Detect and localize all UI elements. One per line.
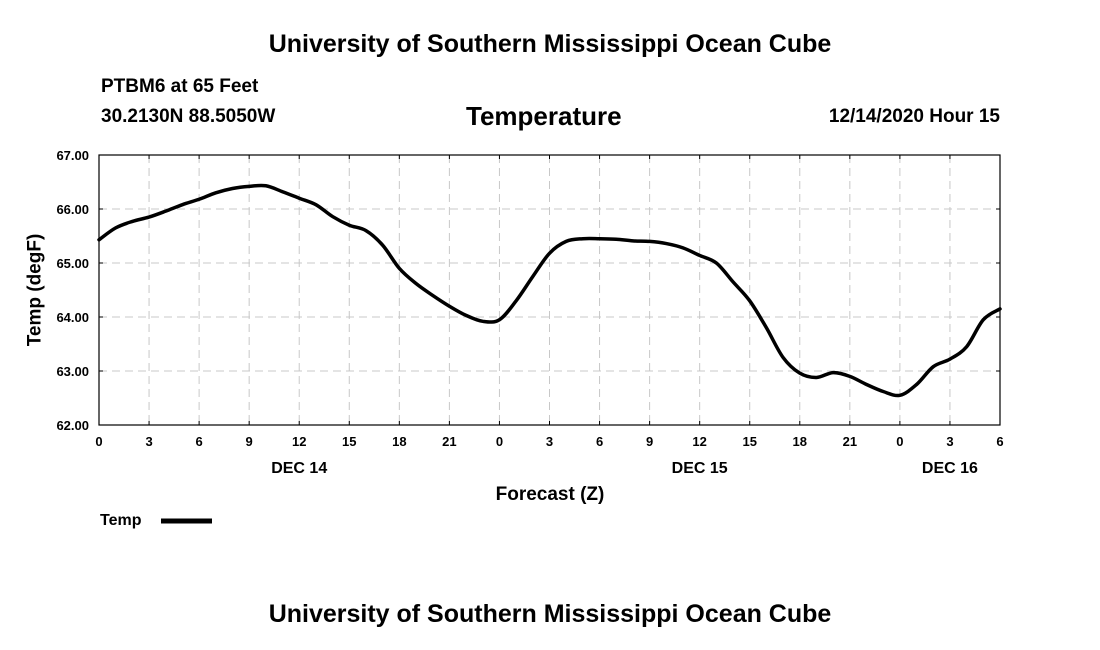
x-tick-label: 6 <box>596 434 603 449</box>
x-axis-title: Forecast (Z) <box>496 484 605 505</box>
x-tick-label: 18 <box>392 434 406 449</box>
x-tick-label: 3 <box>546 434 553 449</box>
x-tick-label: 12 <box>292 434 306 449</box>
x-tick-label: 9 <box>646 434 653 449</box>
chart-title: Temperature <box>466 101 622 131</box>
x-tick-label: 21 <box>442 434 456 449</box>
page-title: University of Southern Mississippi Ocean… <box>268 30 832 58</box>
series-line-temp <box>97 183 1002 398</box>
x-tick-label: 15 <box>342 434 356 449</box>
x-tick-label: 0 <box>496 434 503 449</box>
x-tick-label: 12 <box>692 434 706 449</box>
x-tick-label: 21 <box>843 434 857 449</box>
y-tick-label: 63.00 <box>56 364 89 379</box>
coordinates-label: 30.2130N 88.5050W <box>101 106 276 127</box>
x-tick-label: 3 <box>145 434 152 449</box>
x-tick-label: 6 <box>996 434 1003 449</box>
x-tick-label: 3 <box>946 434 953 449</box>
y-tick-label: 67.00 <box>56 148 89 163</box>
station-label: PTBM6 at 65 Feet <box>101 76 259 97</box>
day-label: DEC 15 <box>672 460 728 477</box>
x-tick-label: 18 <box>793 434 807 449</box>
footer-title: University of Southern Mississippi Ocean… <box>268 600 832 628</box>
grid <box>99 155 1000 425</box>
y-tick-label: 65.00 <box>56 256 89 271</box>
y-tick-label: 66.00 <box>56 202 89 217</box>
legend-label-temp: Temp <box>100 512 142 529</box>
x-tick-label: 0 <box>95 434 102 449</box>
y-tick-label: 62.00 <box>56 418 89 433</box>
x-tick-label: 6 <box>195 434 202 449</box>
run-time-label: 12/14/2020 Hour 15 <box>828 106 1000 127</box>
x-tick-label: 9 <box>246 434 253 449</box>
legend: Temp <box>100 512 212 529</box>
day-label: DEC 16 <box>922 460 978 477</box>
ticks: 0 3 6 9 12 15 18 21 0 3 6 9 12 15 18 21 0 3 6 62.00 63.00 64.… <box>56 148 1003 477</box>
y-axis-title: Temp (degF) <box>25 234 46 347</box>
x-tick-label: 15 <box>742 434 756 449</box>
day-label: DEC 14 <box>271 460 327 477</box>
y-tick-label: 64.00 <box>56 310 89 325</box>
x-tick-label: 0 <box>896 434 903 449</box>
